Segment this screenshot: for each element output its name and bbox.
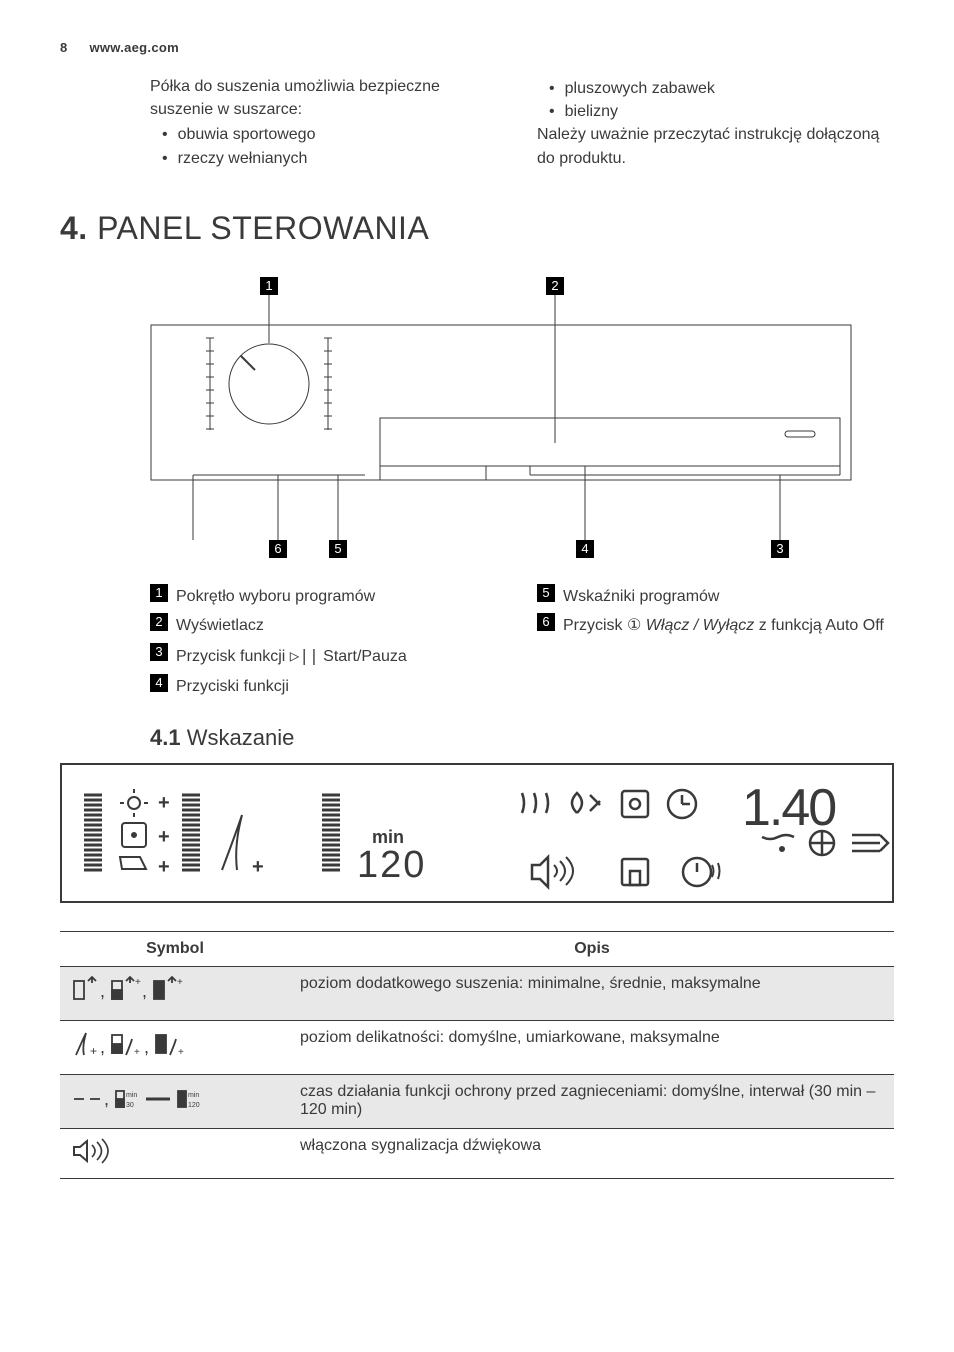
desc-cell: włączona sygnalizacja dźwiękowa	[290, 1129, 894, 1179]
badge-5: 5	[537, 584, 555, 602]
intro-right-paragraph: Należy uważnie przeczytać instrukcję doł…	[537, 123, 894, 169]
symbol-cell: + , + , +	[60, 1021, 290, 1075]
table-row: + , + , + poziom delikatności: domyślne,…	[60, 1021, 894, 1075]
badge-4: 4	[150, 674, 168, 692]
start-pause-icon: ▷||	[290, 646, 319, 665]
svg-text:2: 2	[551, 278, 558, 293]
intro-right-list: pluszowych zabawek bielizny	[537, 77, 894, 123]
intro-left-list: obuwia sportowego rzeczy wełnianych	[150, 123, 507, 169]
svg-text:,: ,	[144, 1037, 149, 1057]
symbol-cell: , + , +	[60, 967, 290, 1021]
table-row: , min 30 min 120 czas działania funkcji oc…	[60, 1075, 894, 1129]
display-diagram: + + + + min 120 1.40	[60, 763, 894, 903]
anticrease-time-icon: , min 30 min 120	[70, 1083, 250, 1115]
svg-text:+: +	[135, 977, 141, 988]
badge-1: 1	[150, 584, 168, 602]
svg-text:5: 5	[334, 541, 341, 556]
svg-text:120: 120	[188, 1102, 200, 1109]
svg-text:+: +	[177, 977, 183, 988]
svg-text:+: +	[90, 1044, 97, 1058]
table-row: włączona sygnalizacja dźwiękowa	[60, 1129, 894, 1179]
badge-3: 3	[150, 643, 168, 661]
intro-text: Półka do suszenia umożliwia bezpieczne s…	[60, 75, 894, 170]
legend-text: Pokrętło wyboru programów	[176, 584, 507, 610]
legend-italic: Włącz / Wyłącz	[641, 617, 758, 634]
legend-text: Wskaźniki programów	[563, 584, 894, 610]
svg-text:min: min	[126, 1092, 137, 1099]
section-heading: 4. PANEL STEROWANIA	[60, 210, 894, 247]
svg-text:3: 3	[776, 541, 783, 556]
list-item: bielizny	[549, 100, 894, 123]
legend-text: Przycisk funkcji ▷|| Start/Pauza	[176, 643, 507, 670]
badge-2: 2	[150, 613, 168, 631]
legend-suffix: Start/Pauza	[319, 648, 407, 665]
min-value: 120	[357, 844, 426, 886]
table-row: , + , + poziom dodatkowego suszenia: min…	[60, 967, 894, 1021]
list-item: obuwia sportowego	[162, 123, 507, 146]
table-header-row: Symbol Opis	[60, 932, 894, 967]
legend-item: 1 Pokrętło wyboru programów	[150, 584, 507, 610]
intro-right-col: pluszowych zabawek bielizny Należy uważn…	[537, 75, 894, 170]
header-url: www.aeg.com	[89, 40, 179, 55]
svg-text:,: ,	[100, 1037, 105, 1057]
svg-text:min: min	[188, 1092, 199, 1099]
svg-text:,: ,	[100, 981, 105, 1001]
legend-item: 2 Wyświetlacz	[150, 613, 507, 639]
svg-text:+: +	[178, 1047, 184, 1058]
page-header: 8 www.aeg.com	[60, 40, 894, 55]
symbol-cell: , min 30 min 120	[60, 1075, 290, 1129]
svg-text:+: +	[252, 856, 264, 878]
legend-item: 4 Przyciski funkcji	[150, 674, 507, 700]
list-item: pluszowych zabawek	[549, 77, 894, 100]
subsection-title: Wskazanie	[187, 725, 295, 750]
legend-text: Przyciski funkcji	[176, 674, 507, 700]
th-symbol: Symbol	[60, 932, 290, 967]
desc-cell: czas działania funkcji ochrony przed zag…	[290, 1075, 894, 1129]
delicate-levels-icon: + , + , +	[70, 1029, 210, 1061]
svg-text:+: +	[158, 792, 170, 814]
sound-on-icon	[70, 1137, 120, 1165]
symbol-table: Symbol Opis , + , + poziom dodatkowego s…	[60, 931, 894, 1179]
legend-left-col: 1 Pokrętło wyboru programów 2 Wyświetlac…	[150, 584, 507, 703]
symbol-cell	[60, 1129, 290, 1179]
svg-text:4: 4	[581, 541, 588, 556]
subsection-number: 4.1	[150, 725, 181, 750]
subsection-heading: 4.1 Wskazanie	[150, 725, 894, 751]
time-big: 1.40	[742, 779, 835, 837]
svg-text:1: 1	[265, 278, 272, 293]
legend-suffix: z funkcją Auto Off	[759, 617, 884, 634]
svg-text:,: ,	[142, 981, 147, 1001]
svg-text:30: 30	[126, 1102, 134, 1109]
power-icon: ①	[627, 617, 641, 634]
th-opis: Opis	[290, 932, 894, 967]
list-item: rzeczy wełnianych	[162, 147, 507, 170]
legend-prefix: Przycisk funkcji	[176, 648, 290, 665]
legend-right-col: 5 Wskaźniki programów 6 Przycisk ① Włącz…	[537, 584, 894, 703]
intro-left-col: Półka do suszenia umożliwia bezpieczne s…	[150, 75, 507, 170]
section-number: 4.	[60, 210, 88, 246]
panel-legend: 1 Pokrętło wyboru programów 2 Wyświetlac…	[150, 584, 894, 703]
section-title: PANEL STEROWANIA	[97, 210, 429, 246]
svg-text:+: +	[158, 826, 170, 848]
legend-text: Wyświetlacz	[176, 613, 507, 639]
svg-text:6: 6	[274, 541, 281, 556]
legend-item: 5 Wskaźniki programów	[537, 584, 894, 610]
svg-text:+: +	[134, 1047, 140, 1058]
svg-text:+: +	[158, 856, 170, 878]
desc-cell: poziom delikatności: domyślne, umiarkowa…	[290, 1021, 894, 1075]
legend-item: 3 Przycisk funkcji ▷|| Start/Pauza	[150, 643, 507, 670]
svg-text:,: ,	[104, 1089, 109, 1109]
legend-text: Przycisk ① Włącz / Wyłącz z funkcją Auto…	[563, 613, 894, 639]
page-number: 8	[60, 40, 68, 55]
intro-left-paragraph: Półka do suszenia umożliwia bezpieczne s…	[150, 75, 507, 121]
badge-6: 6	[537, 613, 555, 631]
legend-prefix: Przycisk	[563, 617, 627, 634]
dry-levels-icon: , + , +	[70, 975, 200, 1007]
desc-cell: poziom dodatkowego suszenia: minimalne, …	[290, 967, 894, 1021]
legend-item: 6 Przycisk ① Włącz / Wyłącz z funkcją Au…	[537, 613, 894, 639]
control-panel-diagram: 1 2 3 4 5 6	[150, 265, 852, 570]
